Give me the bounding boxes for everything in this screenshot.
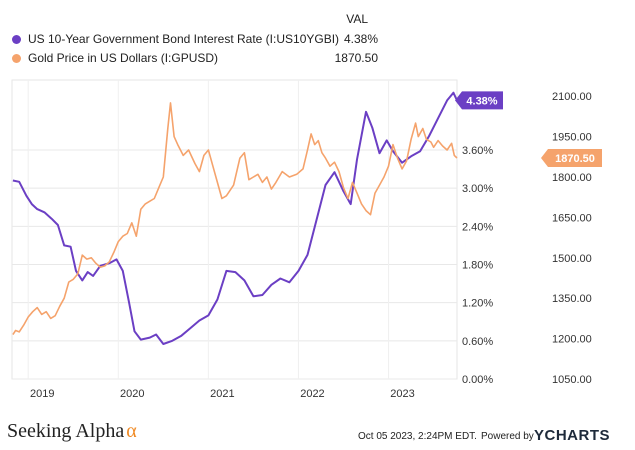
grid-lines	[11, 79, 458, 380]
ycharts-logo[interactable]: YCHARTS	[534, 427, 611, 444]
y-right-tick-label: 1050.00	[552, 374, 592, 386]
series-line-gold-price	[12, 102, 458, 336]
y-right-tick-label: 1350.00	[552, 293, 592, 305]
y-left-tick-label: 0.60%	[462, 336, 493, 348]
y-left-tick-label: 1.80%	[462, 259, 493, 271]
powered-by-label: Powered by	[481, 431, 534, 442]
x-axis: 2019 2020 2021 2022 2023	[30, 388, 415, 400]
legend: VAL US 10-Year Government Bond Interest …	[0, 0, 635, 80]
y-right-tick-label: 1500.00	[552, 253, 592, 265]
y-right-tick-label: 1200.00	[552, 334, 592, 346]
y-left-tick-label: 1.20%	[462, 298, 493, 310]
series-layer	[12, 91, 458, 345]
legend-item-label: US 10-Year Government Bond Interest Rate…	[28, 32, 340, 46]
timestamp: Oct 05 2023, 2:24PM EDT.	[358, 431, 477, 442]
x-tick-label: 2020	[120, 388, 144, 400]
x-tick-label: 2022	[300, 388, 324, 400]
y-right-tick-label: 1800.00	[552, 172, 592, 184]
x-tick-label: 2019	[30, 388, 54, 400]
series-dot-icon	[12, 35, 21, 44]
y-left-tick-label: 0.00%	[462, 374, 493, 386]
y-left-tick-label: 2.40%	[462, 221, 493, 233]
y-right-tick-label: 1950.00	[552, 132, 592, 144]
y-axis-right: 1050.00 1200.00 1350.00 1500.00 1650.00 1800.…	[552, 91, 592, 386]
plot-area	[11, 79, 458, 380]
seeking-alpha-logo: Seeking Alpha α	[7, 420, 137, 442]
end-value-flags: 4.38% 1870.50	[455, 91, 602, 167]
legend-item-label: Gold Price in US Dollars (I:GPUSD)	[28, 51, 219, 65]
y-axis-left: 0.00% 0.60% 1.20% 1.80% 2.40% 3.00% 3.60%	[462, 145, 493, 386]
gold-price-end-label: 1870.50	[555, 153, 595, 165]
x-tick-label: 2021	[210, 388, 234, 400]
bond-rate-end-flag	[455, 91, 503, 110]
legend-val-header: VAL	[346, 12, 368, 26]
x-tick-label: 2023	[390, 388, 414, 400]
y-left-tick-label: 3.00%	[462, 183, 493, 195]
gold-price-end-flag	[541, 148, 602, 167]
series-dot-icon	[12, 54, 21, 63]
legend-item-value: 4.38%	[343, 32, 378, 46]
y-right-tick-label: 1650.00	[552, 212, 592, 224]
legend-item-value: 1870.50	[334, 51, 378, 65]
y-left-tick-label: 3.60%	[462, 145, 493, 157]
y-right-tick-label: 2100.00	[552, 91, 592, 103]
series-line-bond-rate	[12, 91, 458, 345]
bond-rate-end-label: 4.38%	[466, 95, 497, 107]
